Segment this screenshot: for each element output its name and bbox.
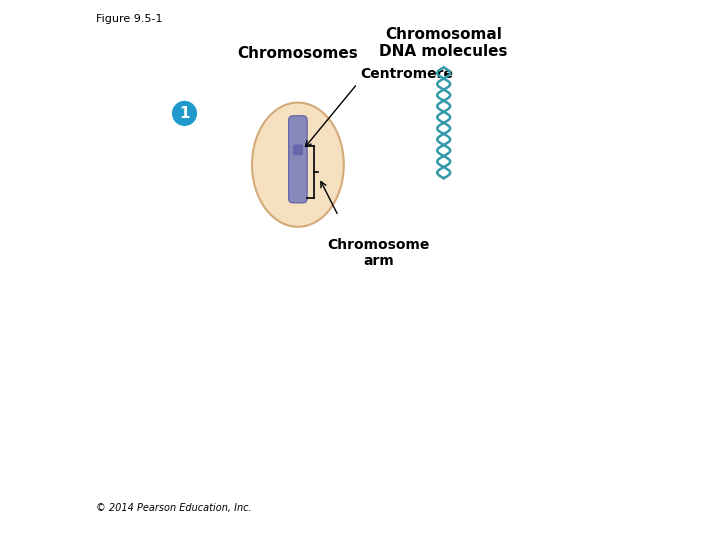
FancyBboxPatch shape	[289, 116, 307, 202]
Text: Figure 9.5-1: Figure 9.5-1	[96, 14, 163, 24]
Text: Chromosomes: Chromosomes	[238, 46, 359, 62]
Text: Chromosome
arm: Chromosome arm	[328, 238, 430, 268]
Text: Chromosomal
DNA molecules: Chromosomal DNA molecules	[379, 27, 508, 59]
Text: 1: 1	[179, 106, 190, 121]
FancyBboxPatch shape	[294, 145, 302, 155]
Text: © 2014 Pearson Education, Inc.: © 2014 Pearson Education, Inc.	[96, 503, 252, 513]
Ellipse shape	[252, 103, 344, 227]
Circle shape	[173, 102, 197, 125]
Text: Centromere: Centromere	[360, 67, 453, 81]
